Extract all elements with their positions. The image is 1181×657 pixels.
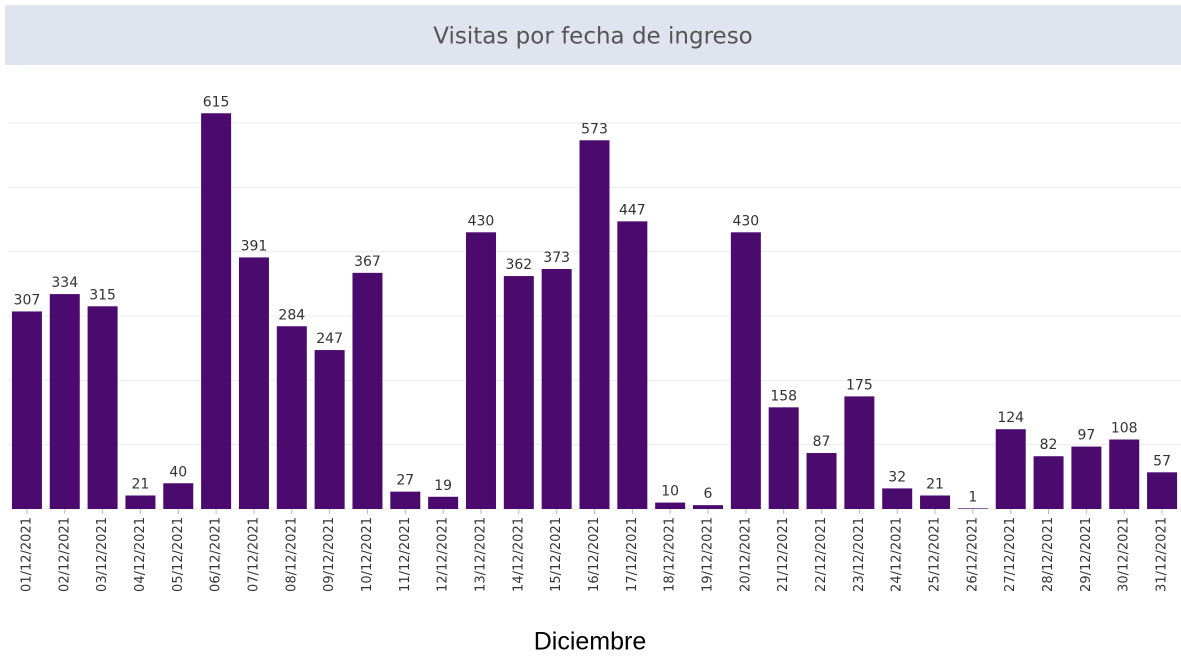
x-tick-label: 13/12/2021	[473, 517, 488, 592]
x-tick-label: 18/12/2021	[663, 517, 678, 592]
value-label: 373	[543, 250, 570, 266]
x-tick-label: 23/12/2021	[852, 517, 867, 592]
value-label: 573	[581, 121, 608, 137]
bar	[995, 429, 1026, 509]
bar	[163, 483, 194, 509]
value-label: 57	[1153, 453, 1171, 469]
value-label: 284	[278, 307, 305, 323]
value-label: 27	[396, 473, 414, 489]
x-tick-label: 27/12/2021	[1003, 517, 1018, 592]
x-tick-label: 21/12/2021	[776, 517, 791, 592]
x-tick-label: 22/12/2021	[814, 517, 829, 592]
bar	[314, 350, 345, 509]
value-label: 391	[241, 238, 268, 254]
bar	[11, 311, 42, 509]
value-label: 334	[51, 275, 78, 291]
x-tick-label: 15/12/2021	[549, 517, 564, 592]
x-tick-label: 28/12/2021	[1041, 517, 1056, 592]
bar	[693, 505, 724, 509]
value-label: 615	[203, 94, 230, 110]
value-label: 32	[888, 469, 906, 485]
bar	[655, 502, 686, 509]
bar	[503, 276, 534, 509]
value-label: 430	[732, 213, 759, 229]
bar	[806, 453, 837, 509]
x-tick-label: 25/12/2021	[928, 517, 943, 592]
bar	[49, 294, 80, 509]
value-label: 97	[1077, 428, 1095, 444]
bar	[579, 140, 610, 509]
x-tick-label: 07/12/2021	[246, 517, 261, 592]
x-tick-label: 05/12/2021	[171, 517, 186, 592]
x-tick-label: 10/12/2021	[360, 517, 375, 592]
bar	[390, 491, 421, 509]
bar	[238, 257, 269, 509]
bar	[1033, 456, 1064, 509]
value-label: 1	[968, 489, 977, 505]
value-label: 447	[619, 202, 646, 218]
value-label: 87	[813, 434, 831, 450]
title-band	[5, 5, 1181, 65]
value-label: 367	[354, 254, 381, 270]
bar	[920, 495, 951, 509]
value-label: 175	[846, 377, 873, 393]
x-tick-label: 29/12/2021	[1079, 517, 1094, 592]
value-label: 6	[704, 486, 713, 502]
value-label: 19	[434, 478, 452, 494]
bar	[1109, 439, 1140, 509]
value-label: 21	[926, 476, 944, 492]
x-tick-label: 20/12/2021	[738, 517, 753, 592]
value-label: 307	[14, 292, 41, 308]
x-tick-label: 08/12/2021	[284, 517, 299, 592]
x-tick-label: 06/12/2021	[209, 517, 224, 592]
value-label: 108	[1111, 421, 1138, 437]
x-tick-label: 16/12/2021	[587, 517, 602, 592]
bar	[1071, 446, 1102, 509]
bar	[276, 326, 307, 509]
value-label: 40	[169, 464, 187, 480]
x-axis-label: Diciembre	[534, 628, 647, 656]
value-label: 247	[316, 331, 343, 347]
value-label: 124	[997, 410, 1024, 426]
bar	[428, 496, 459, 509]
value-label: 158	[770, 388, 797, 404]
bar	[125, 495, 156, 509]
x-tick-label: 11/12/2021	[398, 517, 413, 592]
x-tick-label: 19/12/2021	[701, 517, 716, 592]
value-label: 315	[89, 287, 116, 303]
x-tick-label: 24/12/2021	[890, 517, 905, 592]
bar	[465, 232, 496, 509]
x-tick-label: 26/12/2021	[965, 517, 980, 592]
bar	[768, 407, 799, 509]
x-tick-label: 30/12/2021	[1117, 517, 1132, 592]
bar	[730, 232, 761, 509]
x-tick-label: 02/12/2021	[57, 517, 72, 592]
x-tick-label: 09/12/2021	[322, 517, 337, 592]
x-tick-label: 01/12/2021	[19, 517, 34, 592]
x-tick-label: 12/12/2021	[436, 517, 451, 592]
bar	[617, 221, 648, 509]
x-tick-label: 31/12/2021	[1155, 517, 1170, 592]
bar	[541, 268, 572, 509]
value-label: 362	[505, 257, 532, 273]
value-label: 10	[661, 484, 679, 500]
chart-title: Visitas por fecha de ingreso	[433, 24, 753, 50]
x-tick-label: 03/12/2021	[95, 517, 110, 592]
bar	[882, 488, 913, 509]
x-tick-label: 17/12/2021	[625, 517, 640, 592]
value-label: 21	[132, 476, 150, 492]
value-label: 430	[468, 213, 495, 229]
value-label: 82	[1040, 437, 1058, 453]
bar	[957, 508, 988, 509]
bar	[844, 396, 875, 509]
bar	[1147, 472, 1178, 509]
bar	[87, 306, 118, 509]
x-tick-label: 14/12/2021	[511, 517, 526, 592]
x-tick-label: 04/12/2021	[133, 517, 148, 592]
bar	[352, 272, 383, 509]
bar	[201, 113, 232, 510]
